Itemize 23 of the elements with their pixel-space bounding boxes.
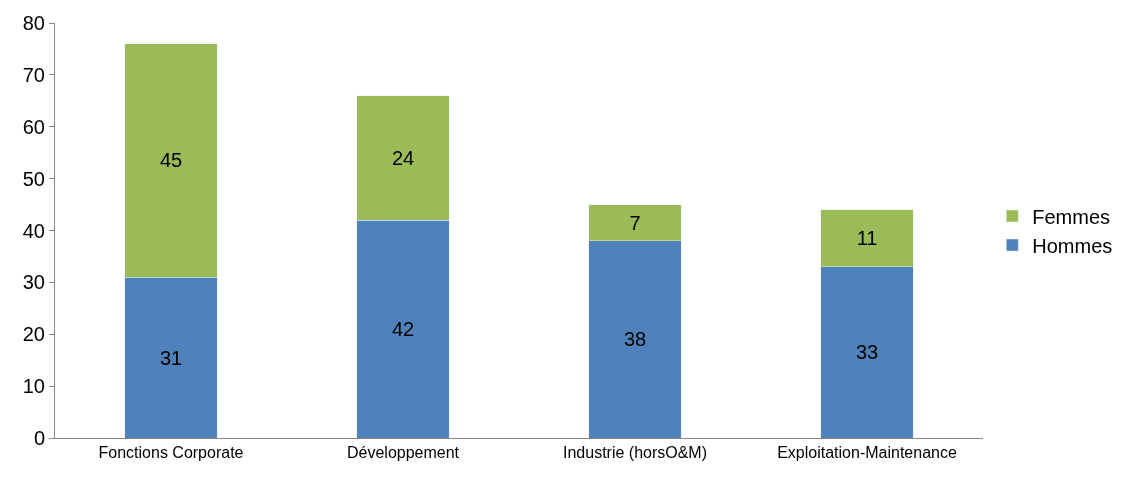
data-label: 38 <box>623 328 647 351</box>
y-tick-label: 70 <box>22 63 45 86</box>
y-tick-label: 50 <box>22 167 45 190</box>
data-label: 31 <box>159 346 183 369</box>
y-tick-label: 60 <box>22 115 45 138</box>
data-label: 42 <box>391 318 415 341</box>
data-label: 33 <box>855 341 879 364</box>
y-tick-label: 80 <box>22 12 45 34</box>
x-tick-label: Industrie (horsO&M) <box>562 444 708 462</box>
y-tick-label: 40 <box>22 219 45 242</box>
x-tick-label: Fonctions Corporate <box>98 444 244 462</box>
legend-label: Femmes <box>1032 205 1111 228</box>
data-label: 45 <box>159 149 183 172</box>
x-tick-label: Exploitation-Maintenance <box>777 444 957 462</box>
x-tick-label: Développement <box>346 444 460 462</box>
y-tick-label: 10 <box>22 375 45 398</box>
legend-label: Hommes <box>1032 234 1113 257</box>
data-label: 7 <box>629 211 641 234</box>
data-label: 24 <box>391 146 415 169</box>
y-tick-label: 0 <box>33 427 45 449</box>
y-tick-label: 30 <box>22 271 45 294</box>
y-tick-label: 20 <box>22 323 45 346</box>
data-label: 11 <box>856 227 878 250</box>
